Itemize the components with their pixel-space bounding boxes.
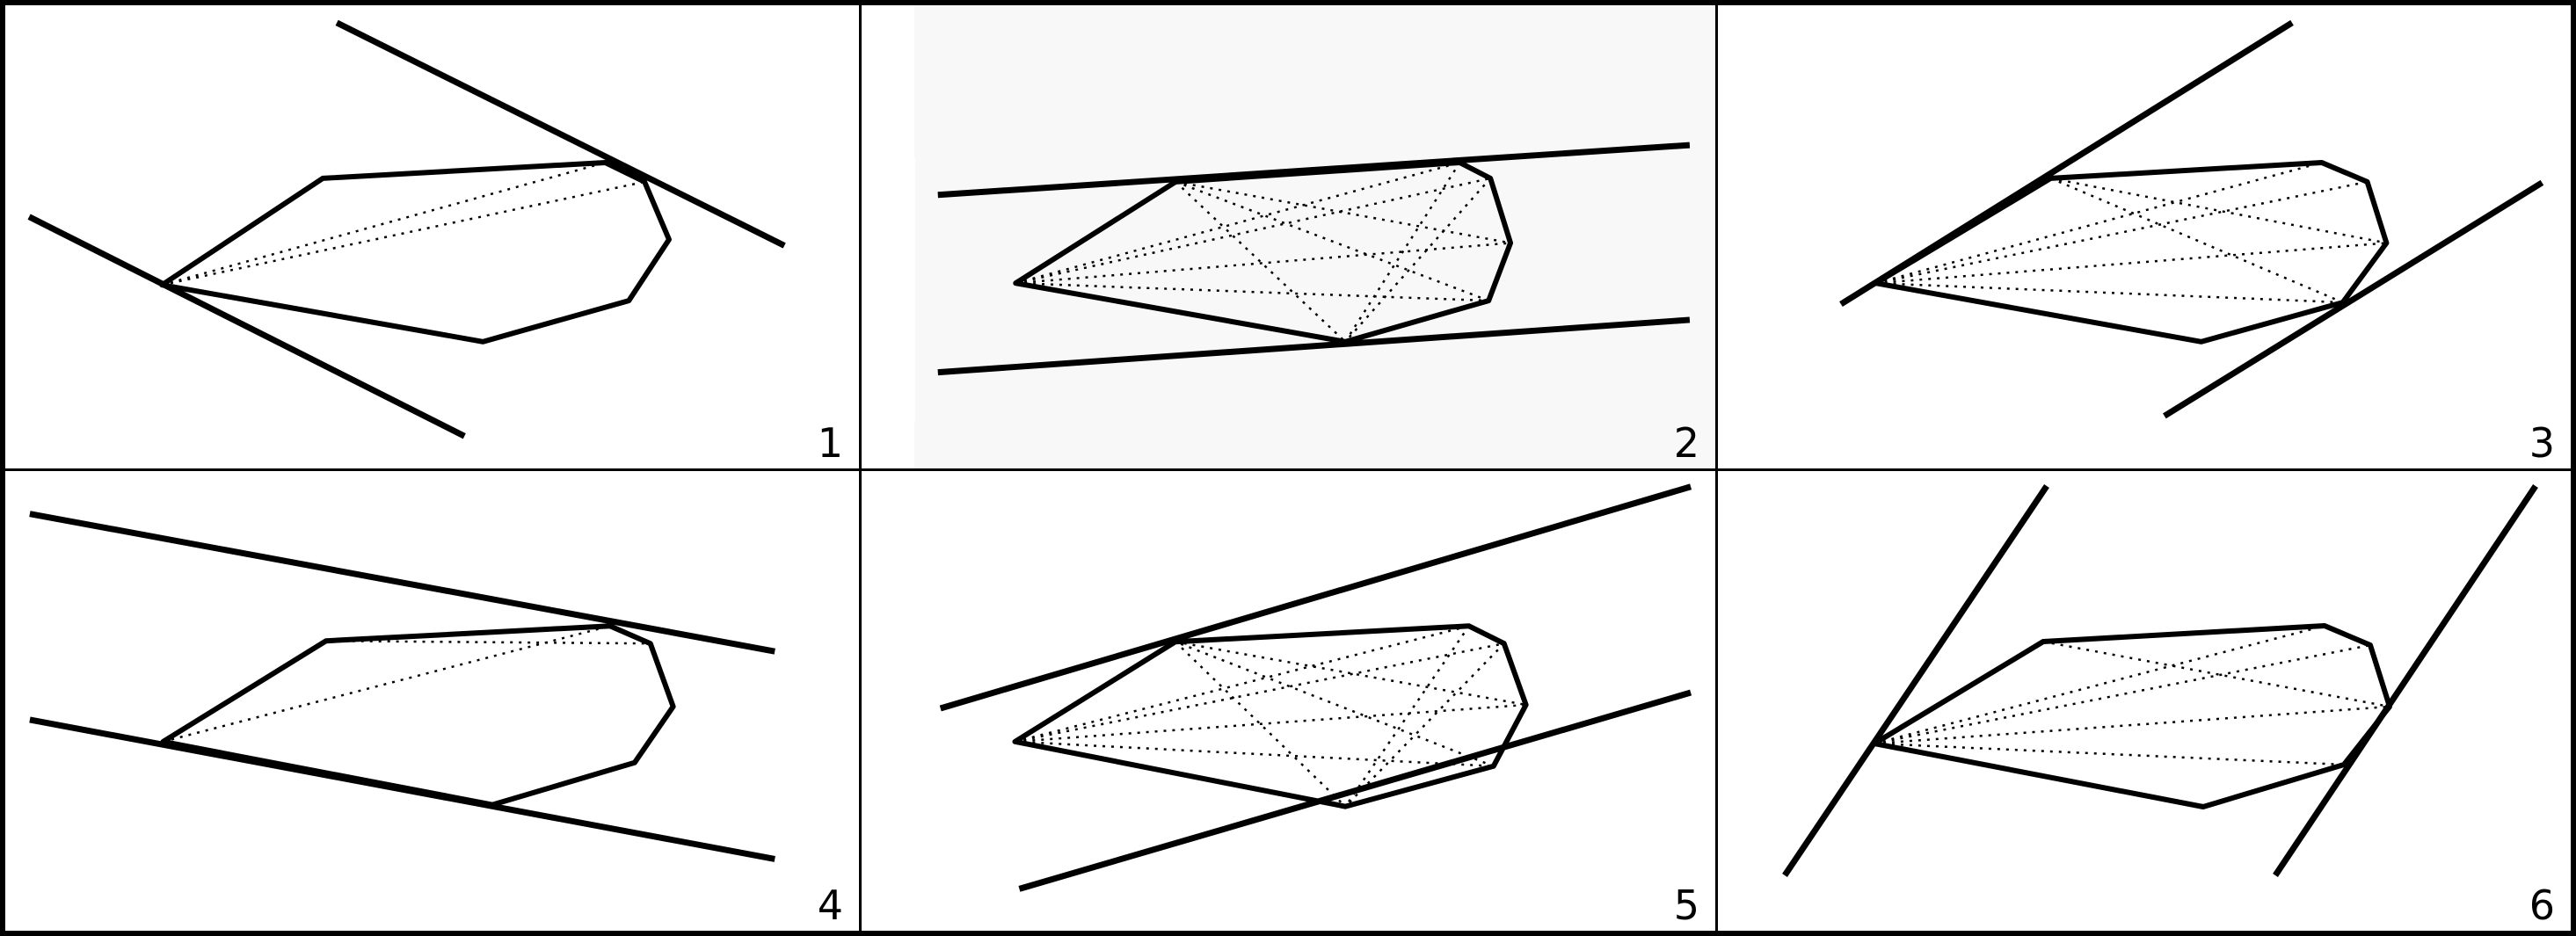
caliper-lines — [1839, 19, 2544, 419]
caliper-line-lower — [1018, 689, 1692, 892]
panel-number-3: 3 — [2529, 419, 2555, 467]
panel-6: 6 — [1718, 471, 2571, 931]
panel-6-diagram — [1782, 484, 2538, 877]
diagonal — [1175, 180, 1489, 302]
diagonal — [1015, 242, 1511, 285]
diagonal — [325, 639, 651, 645]
diagonal — [1015, 740, 1494, 768]
diagonal — [1344, 162, 1461, 343]
panel-number-2: 2 — [1673, 419, 1699, 467]
panel-3: 3 — [1718, 5, 2571, 471]
diagonal — [1175, 180, 1346, 343]
dotted-diagonals — [1875, 161, 2387, 304]
panel-3-diagram — [1839, 19, 2544, 419]
polygon-hull — [1012, 623, 1529, 809]
diagonal — [1015, 177, 1491, 285]
panel-4: 4 — [5, 471, 862, 931]
caliper-line-lower — [937, 316, 1691, 376]
polygon-hull — [160, 623, 676, 808]
dotted-diagonals — [1015, 161, 1511, 343]
panel-5-diagram — [939, 483, 1692, 892]
panel-5: 5 — [862, 471, 1718, 931]
polygon-hull — [1872, 623, 2392, 809]
caliper-line-lower — [2163, 179, 2544, 419]
polygon-hull — [159, 159, 672, 345]
polygon-hull — [1013, 159, 1514, 345]
diagonal — [2042, 640, 2390, 708]
dotted-diagonals — [1874, 624, 2390, 766]
panel-1-diagram — [27, 19, 786, 439]
panel-4-diagram — [29, 511, 775, 862]
diagonal — [1344, 642, 1505, 808]
panel-number-1: 1 — [817, 419, 843, 467]
caliper-line-right — [2273, 484, 2538, 877]
caliper-lines — [27, 19, 786, 439]
panel-background-white-notch — [862, 158, 915, 421]
panel-2: 2 — [862, 5, 1718, 471]
diagonal — [2050, 177, 2387, 244]
diagonal — [1344, 178, 1492, 343]
diagonal — [163, 625, 611, 744]
caliper-line-upper — [939, 483, 1692, 712]
diagonal — [1175, 641, 1495, 767]
diagonal — [1015, 161, 1460, 285]
diagonal — [2050, 177, 2344, 304]
dotted-diagonals — [163, 625, 651, 744]
polygon-hull — [1873, 159, 2390, 345]
caliper-line-upper — [335, 19, 786, 249]
dotted-diagonals — [1015, 625, 1526, 808]
panel-number-4: 4 — [817, 882, 843, 929]
panel-number-5: 5 — [1673, 882, 1699, 929]
caliper-line-upper — [29, 511, 775, 655]
diagonal — [1874, 705, 2390, 745]
panel-number-6: 6 — [2529, 882, 2555, 929]
panel-grid: 1 — [5, 5, 2571, 931]
caliper-line-lower — [27, 214, 466, 439]
diagonal — [1874, 624, 2325, 745]
diagonal — [1015, 281, 1489, 302]
diagonal — [1874, 742, 2345, 766]
diagonal — [1875, 281, 2343, 304]
diagonal — [1875, 161, 2323, 285]
caliper-lines — [939, 483, 1692, 892]
dotted-diagonals — [161, 161, 645, 287]
diagonal — [1875, 180, 2368, 285]
diagonal — [161, 180, 645, 287]
panel-2-diagram — [862, 141, 1691, 421]
caliper-line-left — [1782, 484, 2049, 877]
diagonal — [1875, 242, 2387, 285]
panel-1: 1 — [5, 5, 862, 471]
diagonal — [1015, 625, 1470, 744]
diagonal — [1344, 625, 1470, 808]
caliper-lines — [29, 511, 775, 862]
panel-background — [914, 5, 1715, 468]
diagonal — [1015, 703, 1526, 744]
diagonal — [1874, 643, 2371, 745]
caliper-lines — [1782, 484, 2538, 877]
diagonal — [1015, 642, 1504, 744]
diagonal — [161, 161, 606, 287]
